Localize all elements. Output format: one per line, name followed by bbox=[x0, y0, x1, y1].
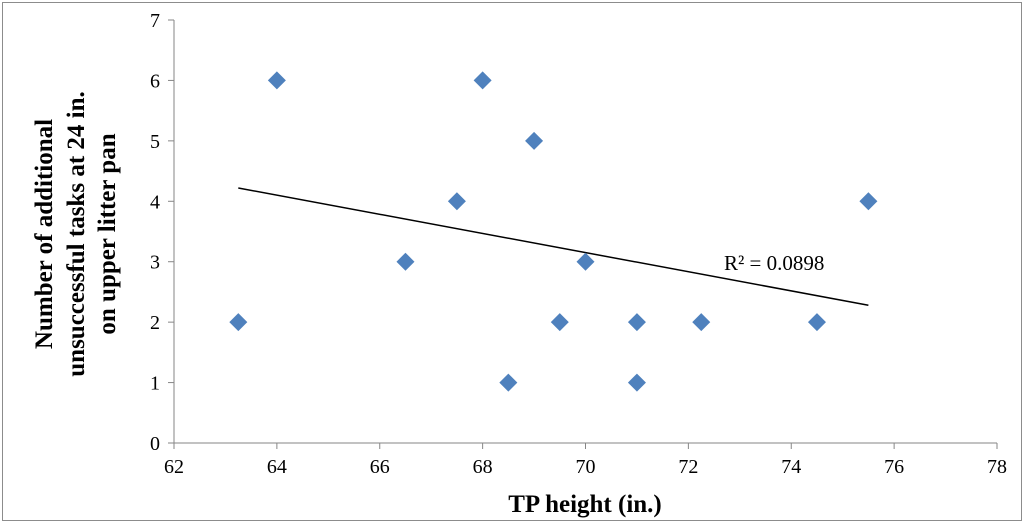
data-point bbox=[447, 192, 466, 211]
y-tick-label: 5 bbox=[150, 131, 160, 153]
x-tick-label: 74 bbox=[781, 456, 801, 478]
r-squared-label: R² = 0.0898 bbox=[724, 251, 824, 275]
data-points bbox=[229, 71, 878, 392]
x-axis-ticks: 62 64 66 68 70 72 74 76 78 bbox=[164, 443, 1007, 478]
data-point bbox=[627, 373, 646, 392]
axes: 62 64 66 68 70 72 74 76 78 0 1 2 3 4 5 6 7 bbox=[150, 10, 1007, 478]
data-point bbox=[525, 131, 544, 150]
data-point bbox=[550, 313, 569, 332]
x-axis-title: TP height (in.) bbox=[508, 491, 662, 518]
data-point bbox=[859, 192, 878, 211]
y-axis-title-line-1: Number of additional bbox=[31, 119, 58, 349]
data-point bbox=[499, 373, 518, 392]
y-axis-ticks: 0 1 2 3 4 5 6 7 bbox=[150, 10, 174, 455]
data-point bbox=[396, 252, 415, 271]
data-point bbox=[229, 313, 248, 332]
y-tick-label: 0 bbox=[150, 433, 160, 455]
data-point bbox=[807, 313, 826, 332]
x-tick-label: 62 bbox=[164, 456, 184, 478]
x-tick-label: 70 bbox=[576, 456, 596, 478]
x-tick-label: 78 bbox=[987, 456, 1007, 478]
data-point bbox=[692, 313, 711, 332]
y-tick-label: 4 bbox=[150, 191, 160, 213]
trendline bbox=[238, 187, 869, 306]
y-axis-title-line-3: on upper litter pan bbox=[94, 133, 121, 334]
x-tick-label: 66 bbox=[370, 456, 390, 478]
x-tick-label: 76 bbox=[884, 456, 904, 478]
data-point bbox=[576, 252, 595, 271]
y-tick-label: 3 bbox=[150, 252, 160, 274]
y-tick-label: 7 bbox=[150, 10, 160, 32]
trendline-group bbox=[238, 187, 869, 306]
x-tick-label: 68 bbox=[473, 456, 493, 478]
y-tick-label: 2 bbox=[150, 312, 160, 334]
y-tick-label: 1 bbox=[150, 373, 160, 395]
y-axis-title-line-2: unsuccessful tasks at 24 in. bbox=[63, 91, 90, 376]
y-tick-label: 6 bbox=[150, 70, 160, 92]
data-point bbox=[627, 313, 646, 332]
y-axis-title: Number of additional unsuccessful tasks … bbox=[31, 91, 121, 376]
data-point bbox=[267, 71, 286, 90]
data-point bbox=[473, 71, 492, 90]
x-tick-label: 64 bbox=[267, 456, 287, 478]
x-tick-label: 72 bbox=[678, 456, 698, 478]
